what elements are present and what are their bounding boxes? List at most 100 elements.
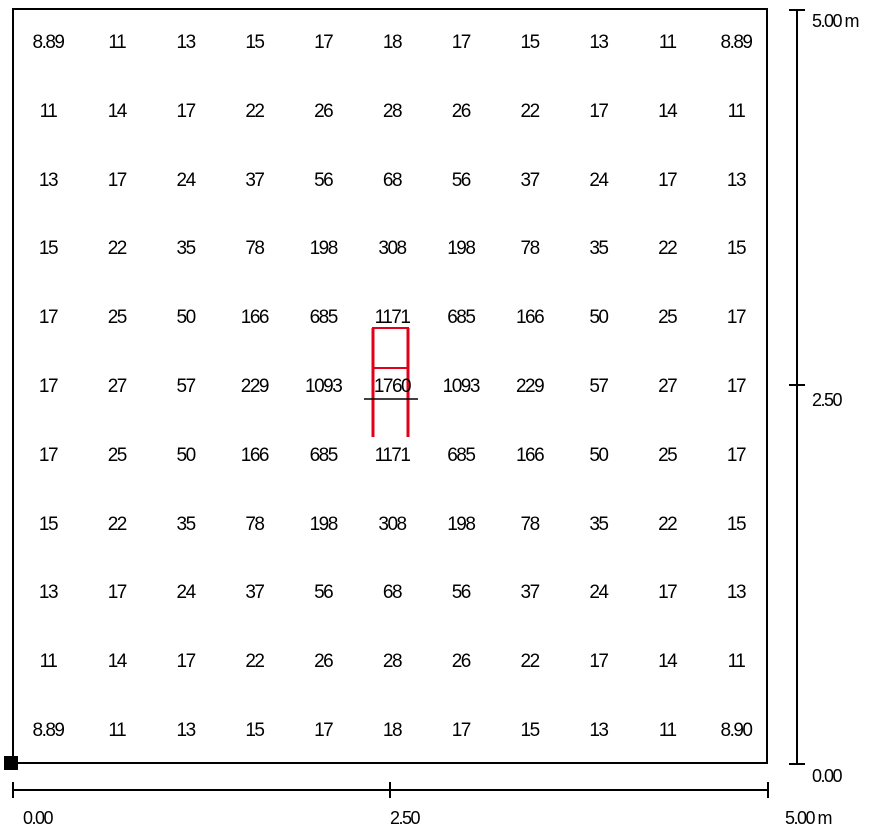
x-axis-label-end: 5.00 m [785,808,833,828]
illuminance-value-cell: 17 [451,32,472,53]
illuminance-value-cell: 18 [382,32,403,53]
illuminance-value-cell: 229 [240,376,270,397]
illuminance-value-cell: 1093 [442,376,481,397]
y-axis-label-top: 5.00 m [812,11,860,31]
x-axis-label-start: 0.00 [23,808,54,828]
illuminance-value-cell: 37 [245,169,265,191]
illuminance-value-cell: 78 [520,238,541,260]
illuminance-value-cell: 17 [176,100,197,122]
illuminance-value-cell: 17 [38,307,59,329]
illuminance-value-cell: 1093 [305,376,343,397]
illuminance-value-cell: 56 [314,582,334,604]
illuminance-value-cell: 198 [309,238,339,260]
illuminance-value-cell: 17 [726,376,747,397]
illuminance-value-cell: 22 [520,651,541,673]
illuminance-value-cell: 28 [382,100,403,122]
illuminance-value-cell: 13 [176,720,197,741]
illuminance-value-cell: 198 [447,238,476,260]
illuminance-value-cell: 35 [176,513,197,535]
illuminance-value-cell: 17 [314,720,334,741]
illuminance-value-cell: 1760 [373,376,412,397]
illuminance-value-cell: 17 [726,444,747,466]
illuminance-value-cell: 17 [589,651,609,673]
illuminance-value-cell: 37 [520,169,541,191]
illuminance-value-cell: 198 [447,513,476,535]
illuminance-value-cell: 17 [658,582,678,604]
illuminance-value-cell: 17 [38,444,59,466]
illuminance-value-cell: 685 [447,307,476,329]
illuminance-value-cell: 11 [727,651,746,673]
illuminance-value-cell: 11 [658,720,677,741]
illuminance-value-cell: 78 [520,513,541,535]
illuminance-value-cell: 308 [378,513,407,535]
illuminance-value-cell: 35 [176,238,197,260]
illuminance-value-cell: 13 [38,169,59,191]
illuminance-value-cell: 11 [39,651,58,673]
illuminance-value-cell: 35 [589,238,609,260]
illuminance-value-cell: 11 [658,32,677,53]
illuminance-value-cell: 14 [658,651,678,673]
illuminance-value-cell: 15 [520,32,541,53]
illuminance-value-cell: 56 [314,169,334,191]
illuminance-value-cell: 15 [520,720,541,741]
illuminance-value-cell: 15 [38,513,59,535]
illuminance-value-cell: 14 [658,100,678,122]
illuminance-value-cell: 11 [108,720,126,741]
illuminance-value-cell: 17 [658,169,678,191]
y-axis-label-bottom: 0.00 [812,766,843,786]
illuminance-value-cell: 18 [382,720,403,741]
calculation-grid-frame [12,8,768,764]
illuminance-value-cell: 22 [245,100,265,122]
illuminance-value-cell: 22 [107,238,128,260]
illuminance-value-cell: 22 [520,100,541,122]
illuminance-value-cell: 17 [176,651,197,673]
y-axis-label-mid: 2.50 [812,390,843,410]
illuminance-value-cell: 24 [589,169,609,191]
illuminance-value-cell: 22 [107,513,128,535]
illuminance-value-cell: 50 [176,307,197,329]
illuminance-value-cell: 198 [309,513,339,535]
illuminance-value-cell: 68 [382,582,403,604]
illuminance-value-cell: 26 [451,651,472,673]
illuminance-value-cell: 22 [658,238,678,260]
illuminance-value-cell: 17 [107,582,128,604]
illuminance-value-cell: 28 [382,651,403,673]
illuminance-value-cell: 13 [38,582,59,604]
illuminance-value-cell: 13 [589,32,609,53]
illuminance-value-cell: 11 [727,100,746,122]
illuminance-value-cell: 26 [314,651,334,673]
illuminance-value-cell: 13 [176,32,197,53]
illuminance-value-cell: 166 [515,444,545,466]
illuminance-value-cell: 56 [451,169,472,191]
illuminance-value-cell: 56 [451,582,472,604]
illuminance-value-cell: 685 [309,307,339,329]
illuminance-value-cell: 17 [451,720,472,741]
illuminance-value-cell: 166 [240,307,270,329]
illuminance-value-cell: 22 [245,651,265,673]
illuminance-value-cell: 37 [245,582,265,604]
illuminance-value-cell: 17 [589,100,609,122]
illuminance-value-cell: 1171 [374,307,411,329]
illuminance-value-cell: 17 [107,169,128,191]
illuminance-value-cell: 13 [589,720,609,741]
illuminance-value-cell: 11 [108,32,126,53]
illuminance-value-cell: 15 [38,238,59,260]
illuminance-value-cell: 17 [38,376,59,397]
illuminance-value-cell: 57 [589,376,609,397]
illuminance-value-cell: 8.89 [32,32,65,53]
illuminance-value-cell: 78 [245,513,265,535]
illuminance-value-cell: 50 [589,444,609,466]
illuminance-value-cell: 166 [240,444,270,466]
illuminance-value-cell: 25 [107,444,128,466]
illuminance-value-cell: 308 [378,238,407,260]
illuminance-value-cell: 27 [658,376,678,397]
illuminance-value-cell: 24 [589,582,609,604]
illuminance-value-cell: 26 [451,100,472,122]
illuminance-value-cell: 14 [107,100,128,122]
illuminance-value-cell: 50 [589,307,609,329]
illuminance-value-cell: 15 [726,238,747,260]
illuminance-value-cell: 26 [314,100,334,122]
illuminance-value-cell: 8.89 [32,720,65,741]
illuminance-value-cell: 14 [107,651,128,673]
